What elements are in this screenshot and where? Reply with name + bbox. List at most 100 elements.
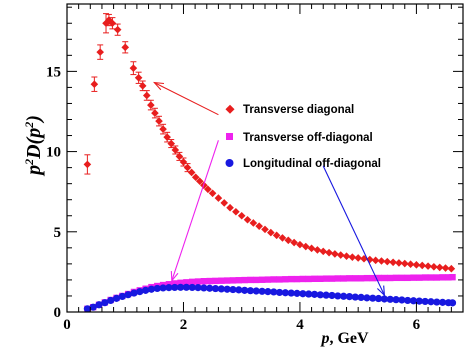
data-point (165, 284, 173, 292)
data-point (387, 274, 394, 282)
data-point (290, 238, 298, 247)
data-point (147, 285, 156, 293)
data-point (243, 215, 252, 224)
x-tick-label: 6 (413, 317, 421, 333)
data-point (83, 160, 92, 169)
data-point (124, 291, 132, 299)
data-point (258, 276, 266, 283)
data-point (389, 258, 397, 267)
data-point (418, 261, 427, 270)
series-longitudinal-off-diagonal (83, 283, 457, 313)
data-point (345, 293, 354, 301)
data-point (340, 275, 347, 282)
data-point (276, 276, 283, 283)
data-point (348, 253, 357, 261)
data-point (112, 294, 121, 302)
x-tick-label: 4 (296, 317, 304, 333)
arrow-transverse-off-diagonal (170, 140, 219, 283)
data-point (183, 163, 192, 172)
data-point (212, 277, 219, 285)
data-point (247, 276, 254, 284)
y-axis-title-sup1: 2 (22, 159, 36, 166)
data-point (410, 274, 417, 281)
data-point (191, 173, 200, 182)
y-axis-title: p2D(p2) (22, 115, 45, 177)
data-point (182, 283, 190, 291)
data-point (223, 285, 231, 293)
legend-label-longitudinal-off-diagonal: Longitudinal off-diagonal (243, 158, 381, 170)
data-point (96, 48, 104, 56)
data-point (383, 257, 392, 266)
data-point (183, 279, 190, 286)
data-point (270, 276, 277, 283)
data-point (374, 294, 383, 303)
y-axis-title-sup2: 2 (22, 122, 36, 129)
data-point (206, 277, 213, 285)
arrow-line (322, 165, 385, 296)
data-point (433, 274, 440, 281)
data-point (334, 275, 341, 282)
data-point (258, 287, 266, 295)
legend-marker-diamond (225, 104, 235, 114)
data-point (129, 64, 138, 72)
x-axis-title-unit: , GeV (329, 330, 369, 347)
data-point (108, 19, 117, 28)
data-point (398, 274, 406, 282)
data-point (171, 283, 179, 292)
data-point (316, 291, 324, 299)
data-point (427, 274, 435, 281)
arrow-transverse-diagonal (152, 81, 219, 116)
arrow-longitudinal-off-diagonal (322, 165, 386, 297)
data-point (328, 291, 336, 300)
data-point (448, 299, 457, 307)
data-point (336, 251, 345, 259)
data-point (264, 276, 272, 283)
data-point (416, 274, 423, 281)
data-point (189, 278, 196, 286)
data-point (412, 261, 421, 269)
legend-item-transverse-diagonal: Transverse diagonal (225, 104, 354, 116)
data-point (447, 264, 456, 273)
data-point (211, 284, 220, 293)
data-point (342, 252, 351, 260)
tick-labels: 0 2 4 6 0 5 10 15 (46, 64, 421, 333)
data-point (288, 275, 295, 283)
data-point (409, 297, 418, 305)
data-point (138, 82, 147, 90)
annotation-arrows (152, 81, 386, 297)
data-point (386, 295, 394, 303)
data-point (142, 286, 150, 294)
data-point (301, 242, 310, 251)
data-point (241, 286, 249, 294)
data-point (176, 283, 185, 291)
arrow-head (376, 285, 386, 297)
data-point (445, 274, 452, 281)
data-point (415, 297, 423, 305)
data-point (299, 290, 307, 298)
data-point (307, 244, 316, 253)
data-point (398, 296, 406, 304)
data-point (427, 298, 435, 306)
data-point (177, 279, 184, 287)
data-point (270, 288, 278, 296)
data-point (433, 298, 441, 306)
data-point (153, 284, 161, 293)
data-point (246, 287, 255, 295)
data-point (435, 263, 444, 272)
data-point (255, 222, 263, 230)
data-point (159, 125, 167, 133)
data-point (317, 275, 324, 282)
data-point (430, 262, 438, 271)
data-point (369, 294, 377, 302)
data-point (217, 285, 225, 293)
data-point (352, 275, 359, 282)
data-point (252, 287, 260, 295)
data-point (175, 152, 184, 161)
data-point (293, 289, 301, 297)
data-point (136, 288, 144, 296)
data-point (163, 133, 171, 141)
data-point (187, 168, 196, 177)
data-point (261, 225, 269, 234)
arrow-head (152, 81, 165, 91)
